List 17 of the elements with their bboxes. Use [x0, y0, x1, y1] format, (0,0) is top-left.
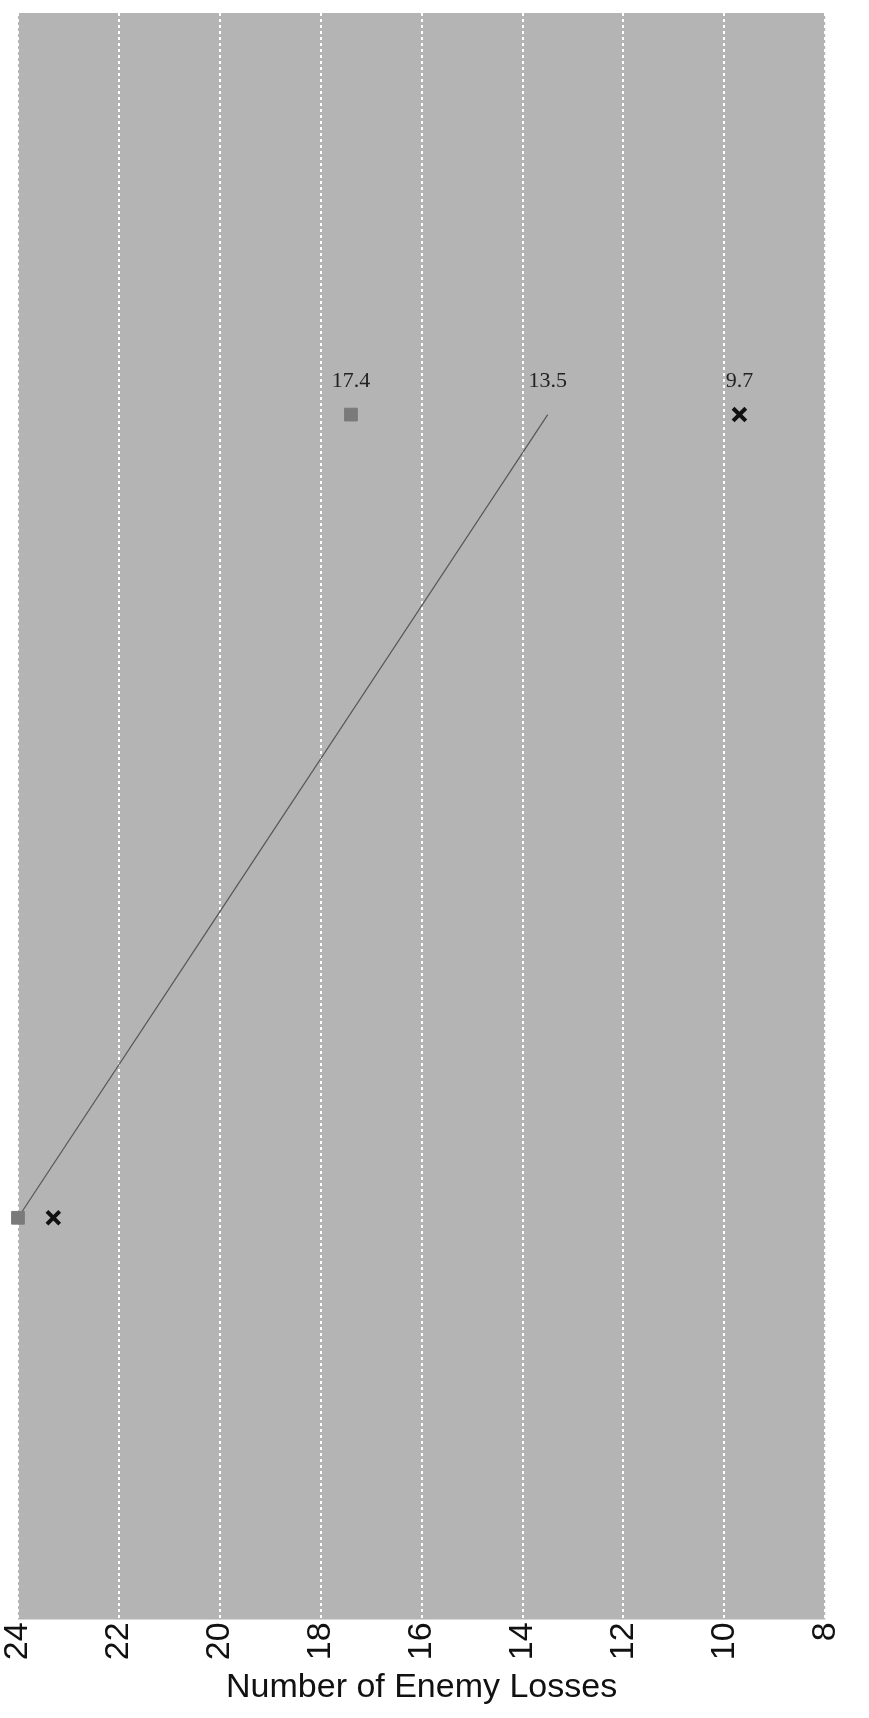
x-tick-label: 16 — [399, 1622, 438, 1661]
x-tick-label: 20 — [198, 1622, 237, 1661]
x-tick-label: 10 — [702, 1622, 741, 1661]
x-tick-label: 22 — [97, 1622, 136, 1661]
point — [11, 1210, 25, 1225]
data-label: 9.7 — [725, 367, 754, 393]
x-tick-label: 14 — [500, 1622, 539, 1661]
data-label: 17.4 — [331, 367, 371, 393]
x-tick-label: 12 — [601, 1622, 640, 1661]
point — [344, 407, 358, 422]
x-tick-label: 8 — [803, 1622, 842, 1642]
point — [44, 1209, 62, 1227]
point — [731, 406, 748, 423]
x-tick-label: 18 — [299, 1622, 338, 1661]
x-tick-label: 24 — [0, 1622, 35, 1661]
data-label: 13.5 — [528, 367, 567, 393]
x-axis-title: Number of Enemy Losses — [226, 1665, 618, 1704]
